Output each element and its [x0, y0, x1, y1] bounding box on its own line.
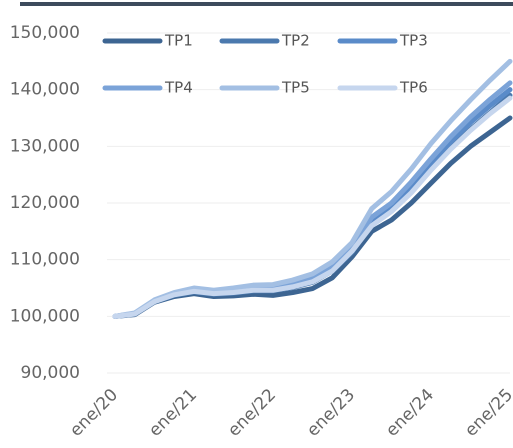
x-tick-label: ene/21	[145, 385, 201, 441]
legend-label: TP6	[399, 79, 428, 97]
y-tick-label: 150,000	[10, 23, 80, 43]
x-tick-label: ene/24	[382, 385, 438, 441]
legend-label: TP1	[164, 32, 193, 50]
legend-label: TP4	[164, 79, 193, 97]
x-tick-label: ene/25	[461, 385, 513, 441]
y-tick-label: 110,000	[10, 250, 80, 270]
y-tick-label: 90,000	[21, 363, 80, 383]
series-line	[112, 95, 513, 319]
y-tick-label: 130,000	[10, 136, 80, 156]
legend-label: TP2	[281, 32, 310, 50]
legend-label: TP3	[399, 32, 428, 50]
x-tick-label: ene/22	[224, 385, 280, 441]
top-rule	[20, 2, 513, 6]
y-tick-label: 100,000	[10, 306, 80, 326]
y-tick-label: 140,000	[10, 80, 80, 100]
x-tick-label: ene/20	[66, 385, 122, 441]
series-line	[112, 58, 513, 319]
x-tick-label: ene/23	[303, 385, 359, 441]
legend-label: TP5	[281, 79, 310, 97]
y-tick-label: 120,000	[10, 193, 80, 213]
